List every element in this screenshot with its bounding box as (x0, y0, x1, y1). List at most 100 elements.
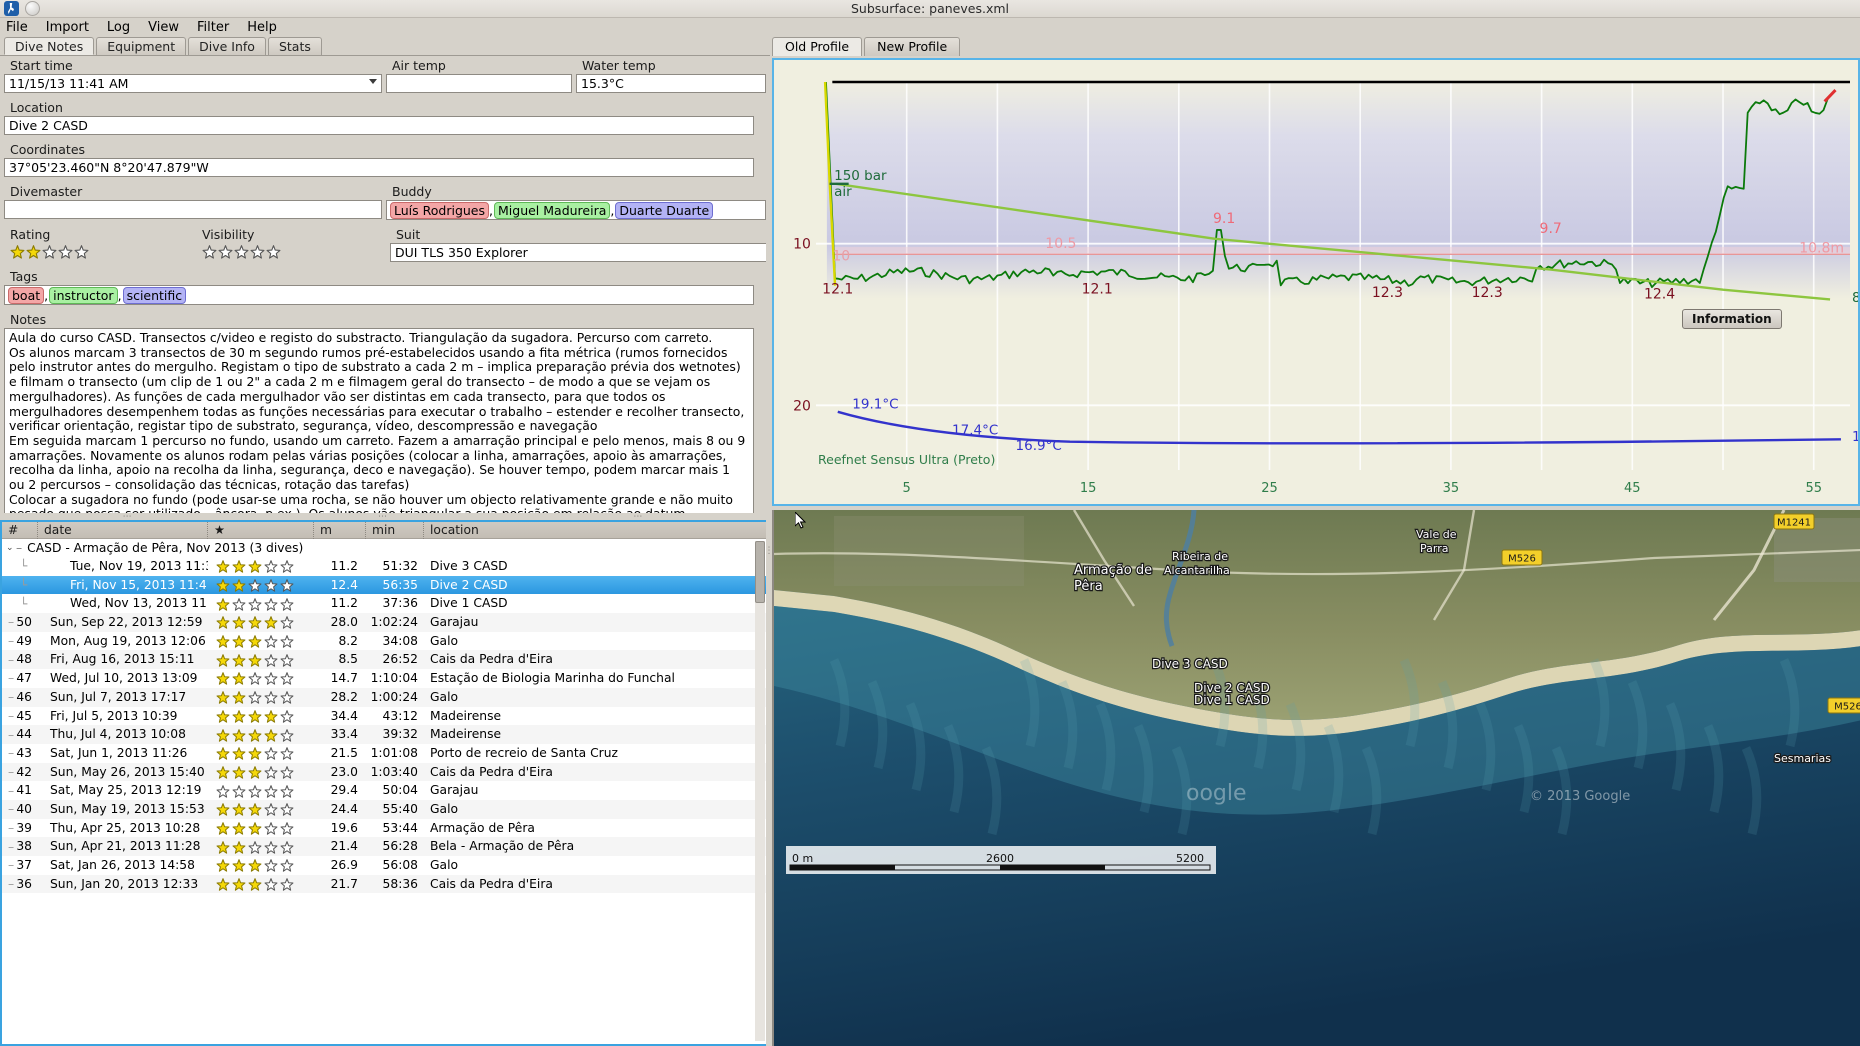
star-2[interactable] (232, 822, 247, 836)
dive-list-row[interactable]: –37 Sat, Jan 26, 2013 14:58 26.9 56:08 Galo (2, 856, 766, 875)
cell-rating[interactable] (208, 707, 314, 726)
star-3[interactable] (248, 859, 263, 873)
tab-old-profile[interactable]: Old Profile (772, 37, 863, 56)
star-2[interactable] (232, 747, 247, 761)
star-5[interactable] (266, 245, 281, 259)
star-4[interactable] (264, 766, 279, 780)
star-2[interactable] (232, 878, 247, 892)
star-1[interactable] (216, 560, 231, 574)
cell-rating[interactable] (208, 594, 314, 613)
tab-stats[interactable]: Stats (267, 37, 322, 55)
chevron-down-icon[interactable]: ⌄ (6, 543, 14, 553)
coordinates-input[interactable]: 37°05'23.460"N 8°20'47.879"W (4, 158, 754, 177)
star-4[interactable] (264, 560, 279, 574)
star-4[interactable] (264, 803, 279, 817)
star-5[interactable] (280, 616, 295, 630)
cell-rating[interactable] (208, 763, 314, 782)
buddy-tag-2[interactable]: Miguel Madureira (494, 201, 611, 219)
cell-rating[interactable] (208, 837, 314, 856)
map-view[interactable]: M1241 M526 M526 Armação de Pêra Ribeira de Alc… (772, 510, 1860, 1046)
star-3[interactable] (248, 878, 263, 892)
star-1[interactable] (10, 245, 25, 259)
suit-input[interactable]: DUI TLS 350 Explorer (390, 243, 770, 262)
menu-item-file[interactable]: File (6, 19, 28, 35)
cell-rating[interactable] (208, 819, 314, 838)
star-1[interactable] (216, 803, 231, 817)
star-2[interactable] (218, 245, 233, 259)
tags-input[interactable]: boat, instructor, scientific (4, 285, 754, 305)
water-temp-input[interactable]: 15.3°C (576, 74, 766, 93)
buddy-tag-3[interactable]: Duarte Duarte (615, 201, 714, 219)
dive-list-group-row[interactable]: ⌄ – CASD - Armação de Pêra, Nov 2013 (3 … (2, 539, 766, 557)
star-2[interactable] (232, 859, 247, 873)
star-5[interactable] (280, 766, 295, 780)
star-3[interactable] (42, 245, 57, 259)
scrollbar-thumb[interactable] (755, 541, 765, 603)
star-5[interactable] (280, 840, 295, 855)
column-header-date[interactable]: date (38, 522, 208, 539)
star-2[interactable] (232, 560, 247, 574)
column-header-duration[interactable]: min (366, 522, 424, 539)
star-1[interactable] (216, 784, 231, 799)
dive-list-row[interactable]: –49 Mon, Aug 19, 2013 12:06 8.2 34:08 Galo (2, 632, 766, 651)
star-1[interactable] (216, 672, 231, 686)
dive-list-row[interactable]: –44 Thu, Jul 4, 2013 10:08 33.4 39:32 Madeir… (2, 725, 766, 744)
star-5[interactable] (280, 653, 295, 668)
star-3[interactable] (248, 597, 263, 612)
star-2[interactable] (232, 784, 247, 799)
star-1[interactable] (216, 616, 231, 630)
cell-rating[interactable] (208, 856, 314, 875)
star-5[interactable] (280, 691, 295, 705)
vertical-splitter[interactable]: ⋮ (765, 56, 774, 1046)
air-temp-input[interactable] (386, 74, 572, 93)
star-5[interactable] (74, 245, 89, 259)
cell-rating[interactable] (208, 557, 314, 576)
star-2[interactable] (232, 635, 247, 649)
star-4[interactable] (264, 878, 279, 892)
star-3[interactable] (248, 616, 263, 630)
star-1[interactable] (216, 709, 231, 724)
cell-rating[interactable] (208, 613, 314, 632)
dive-list-row[interactable]: –42 Sun, May 26, 2013 15:40 23.0 1:03:40 Cai… (2, 762, 766, 782)
star-2[interactable] (232, 579, 247, 593)
star-2[interactable] (26, 245, 41, 259)
dive-list-row[interactable]: –47 Wed, Jul 10, 2013 13:09 14.7 1:10:04 Est… (2, 669, 766, 688)
star-2[interactable] (232, 728, 247, 743)
cell-rating[interactable] (208, 688, 314, 707)
cell-rating[interactable] (208, 669, 314, 688)
column-header-number[interactable]: # (2, 522, 38, 539)
star-1[interactable] (216, 822, 231, 836)
visibility-stars[interactable] (196, 243, 386, 260)
star-4[interactable] (264, 859, 279, 873)
cell-rating[interactable] (208, 744, 314, 763)
star-1[interactable] (216, 728, 231, 743)
star-1[interactable] (216, 840, 231, 855)
buddy-tag-1[interactable]: Luís Rodrigues (390, 201, 490, 219)
tab-dive-notes[interactable]: Dive Notes (4, 37, 95, 55)
menu-item-help[interactable]: Help (247, 19, 277, 35)
star-3[interactable] (248, 560, 263, 574)
cell-rating[interactable] (208, 875, 314, 894)
start-time-input[interactable]: 11/15/13 11:41 AM (4, 74, 382, 93)
star-2[interactable] (232, 766, 247, 780)
star-2[interactable] (232, 709, 247, 724)
star-4[interactable] (264, 691, 279, 705)
dive-list-row[interactable]: –46 Sun, Jul 7, 2013 17:17 28.2 1:00:24 Galo (2, 687, 766, 707)
divemaster-input[interactable] (4, 200, 382, 219)
star-4[interactable] (264, 728, 279, 743)
star-3[interactable] (248, 672, 263, 686)
star-1[interactable] (216, 653, 231, 668)
cell-rating[interactable] (208, 800, 314, 819)
star-1[interactable] (216, 635, 231, 649)
star-5[interactable] (280, 728, 295, 743)
star-2[interactable] (232, 803, 247, 817)
star-4[interactable] (264, 747, 279, 761)
star-1[interactable] (216, 878, 231, 892)
horizontal-splitter[interactable]: ⋯ ⋯ ⋯ (0, 512, 766, 522)
location-input[interactable]: Dive 2 CASD (4, 116, 754, 135)
tag-boat[interactable]: boat (8, 286, 45, 304)
star-2[interactable] (232, 691, 247, 705)
menu-item-filter[interactable]: Filter (197, 19, 230, 35)
column-header-depth[interactable]: m (314, 522, 366, 539)
